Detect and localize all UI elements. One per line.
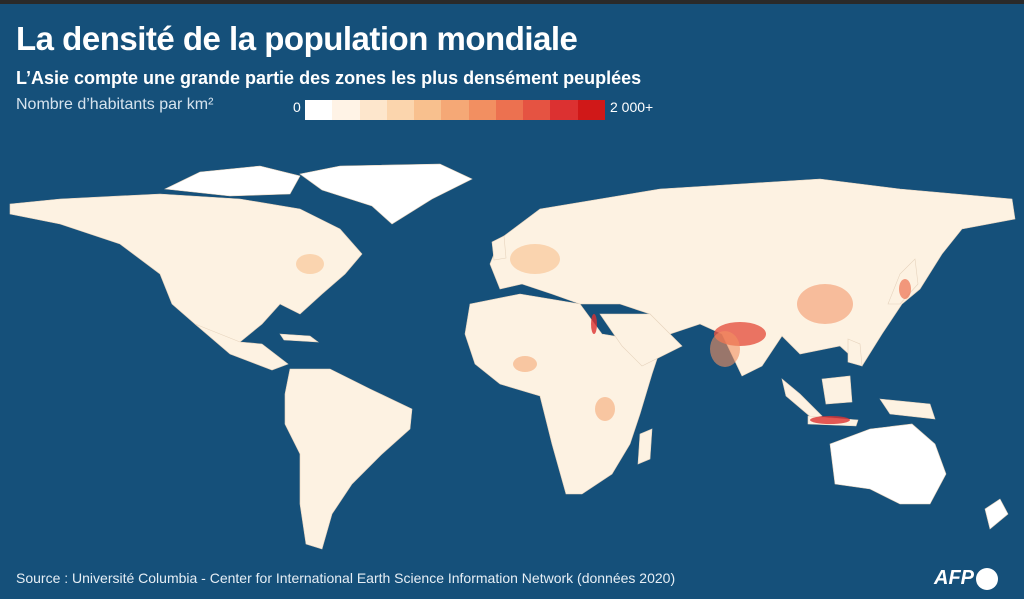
hotspot-nile	[591, 314, 597, 334]
central-america	[194, 323, 289, 371]
legend-swatch	[359, 100, 387, 120]
legend-max: 2 000+	[610, 99, 654, 115]
source-note: Source : Université Columbia - Center fo…	[16, 570, 676, 586]
logo-text: AFP	[934, 567, 974, 589]
philippines	[847, 338, 863, 367]
arctic-islands	[163, 165, 301, 197]
hotspot-europe	[510, 244, 560, 274]
legend-swatch	[414, 100, 442, 120]
legend-swatch	[577, 100, 605, 120]
new-guinea	[879, 398, 936, 420]
north-america	[9, 193, 363, 345]
arabia	[599, 313, 683, 367]
legend-swatch	[305, 100, 333, 120]
afp-logo: AFP	[934, 567, 998, 590]
world-map	[9, 163, 1016, 550]
legend-swatch	[332, 100, 360, 120]
hotspot-china	[797, 284, 853, 324]
legend-swatch	[441, 100, 469, 120]
uk	[491, 235, 507, 261]
hotspot-india	[710, 331, 740, 367]
legend-swatch	[468, 100, 496, 120]
hotspot-east-africa	[595, 397, 615, 421]
legend-swatch	[523, 100, 551, 120]
new-zealand	[984, 498, 1009, 530]
density-hotspots	[296, 244, 911, 424]
subtitle: L’Asie compte une grande partie des zone…	[16, 68, 642, 88]
hotspot-us-east	[296, 254, 324, 274]
legend-min: 0	[293, 99, 301, 115]
sumatra	[781, 378, 823, 419]
logo-dot-icon	[976, 567, 998, 590]
legend-swatch	[550, 100, 578, 120]
south-america	[284, 368, 413, 550]
legend-swatch	[495, 100, 524, 120]
madagascar	[637, 428, 653, 465]
caribbean	[279, 333, 319, 343]
hotspot-java	[810, 416, 850, 424]
legend-swatch	[386, 100, 415, 120]
hotspot-nigeria	[513, 356, 537, 372]
legend-label: Nombre d’habitants par km²	[16, 96, 214, 113]
greenland	[299, 163, 473, 225]
australia	[829, 423, 947, 505]
hotspot-japan	[899, 279, 911, 299]
borneo	[821, 375, 853, 405]
page-title: La densité de la population mondiale	[16, 20, 578, 57]
legend-color-scale	[305, 100, 605, 120]
